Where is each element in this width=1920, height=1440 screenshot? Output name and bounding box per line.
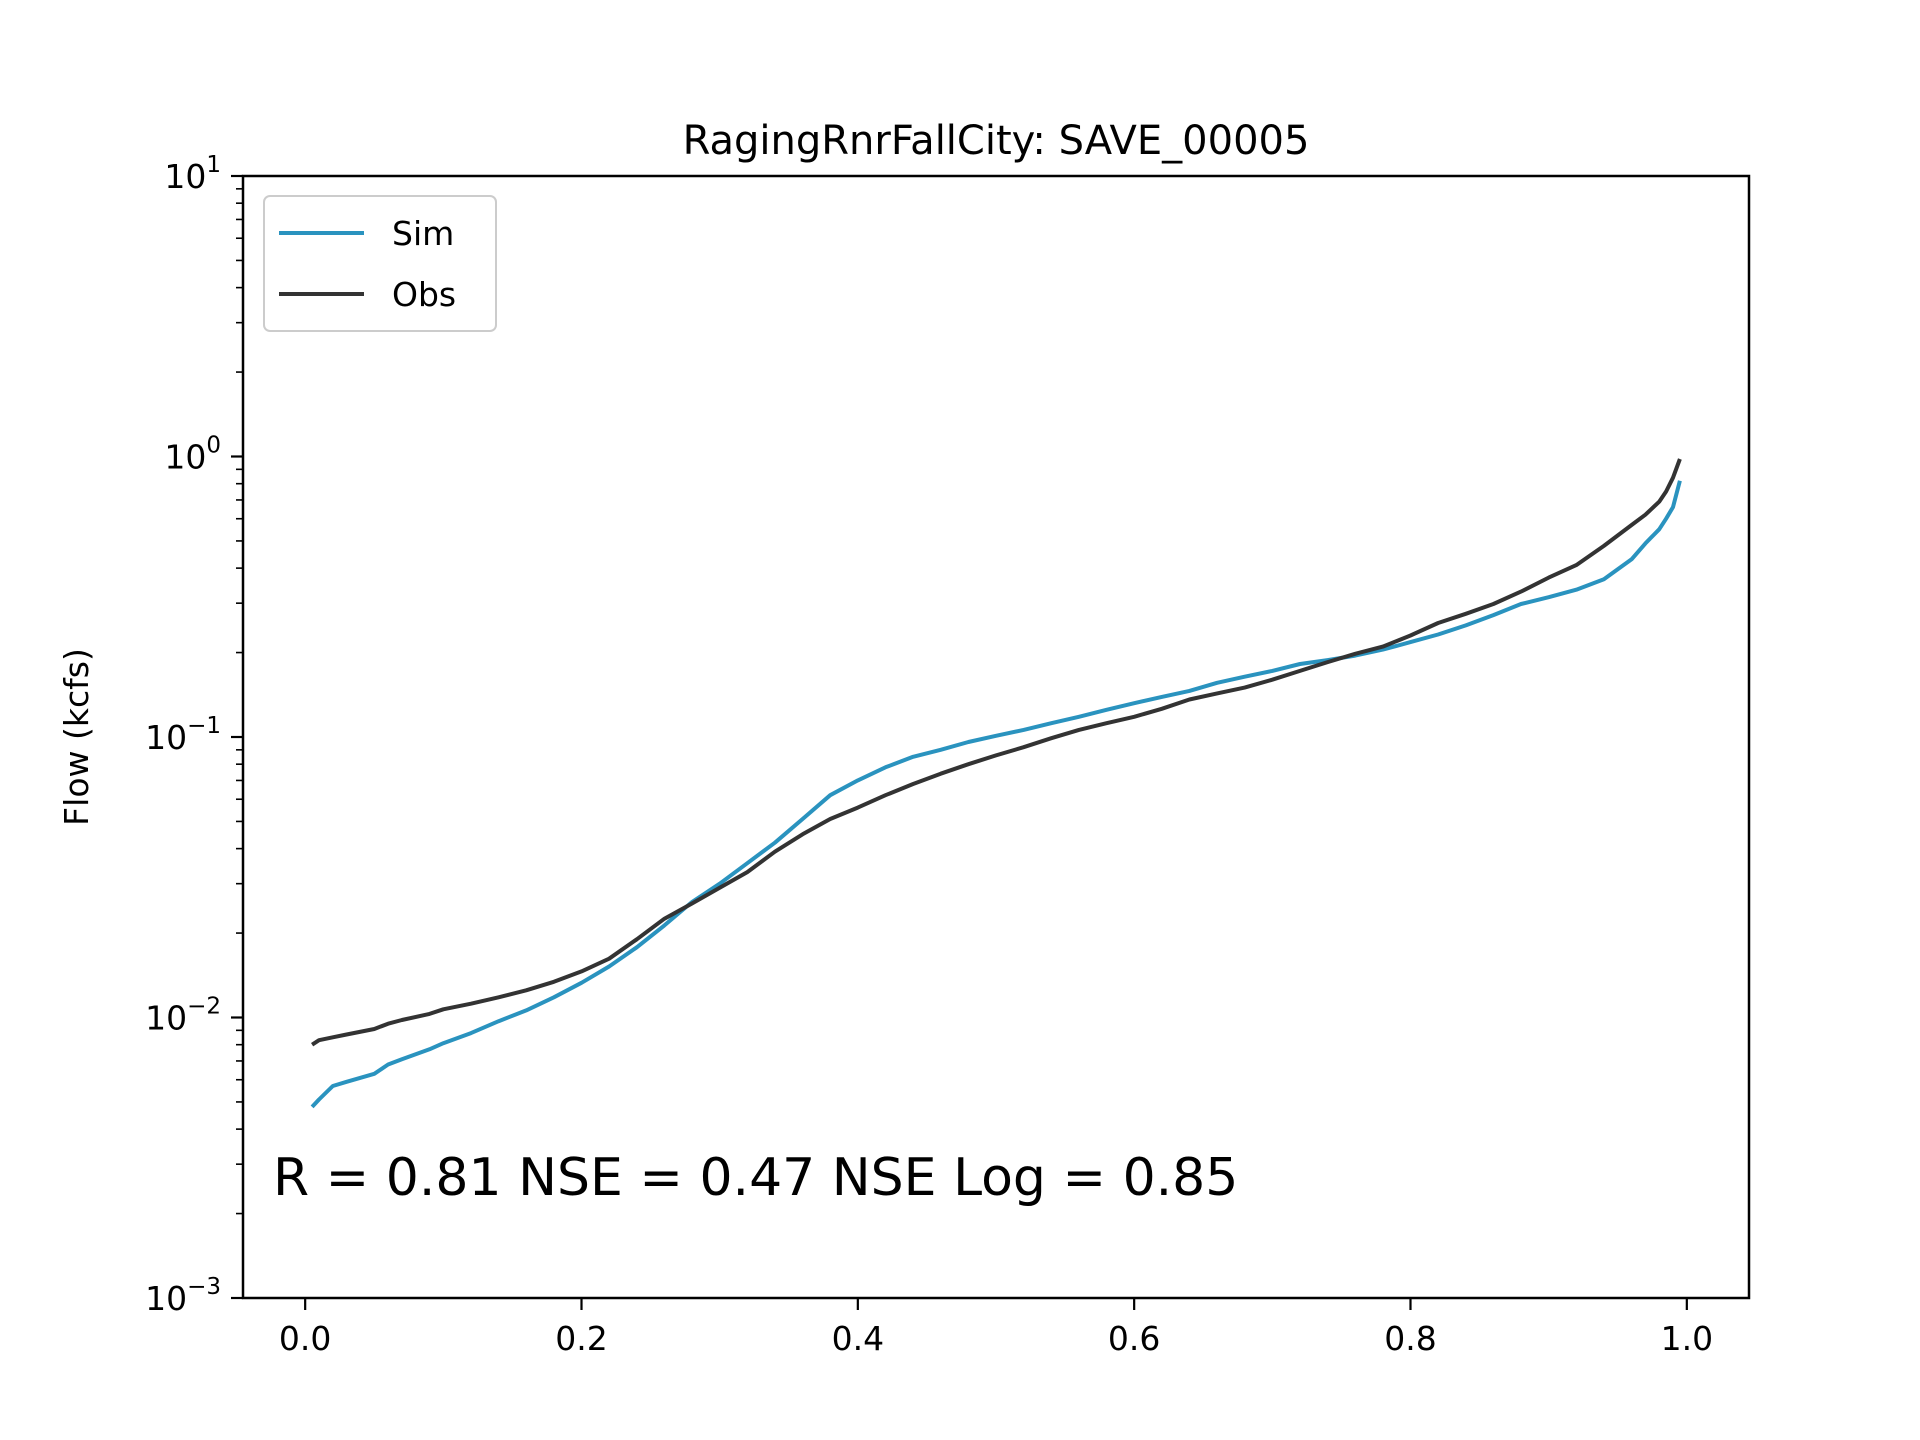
series-layer xyxy=(310,458,1682,1109)
y-tick-label: 100 xyxy=(164,433,221,477)
y-tick-label: 10−2 xyxy=(145,994,221,1038)
y-tick-label: 10−1 xyxy=(145,713,221,757)
legend-box xyxy=(263,195,497,332)
x-tick-label: 0.6 xyxy=(1108,1319,1160,1358)
y-axis-label: Flow (kcfs) xyxy=(57,648,96,826)
stats-annotation: R = 0.81 NSE = 0.47 NSE Log = 0.85 xyxy=(273,1148,1238,1208)
y-tick-label: 101 xyxy=(164,152,221,196)
y-tick-label: 10−3 xyxy=(145,1274,221,1318)
series-line-sim xyxy=(310,480,1682,1109)
x-tick-label: 1.0 xyxy=(1661,1319,1713,1358)
x-tick-label: 0.4 xyxy=(832,1319,884,1358)
legend-label-sim: Sim xyxy=(392,214,454,253)
ticks-layer: 0.0 0.2 0.4 0.6 0.8 1.0 10−3 10−2 10−1 100 101 xyxy=(145,152,1713,1358)
x-tick-label: 0.8 xyxy=(1384,1319,1436,1358)
x-tick-label: 0.2 xyxy=(555,1319,607,1358)
x-tick-label: 0.0 xyxy=(279,1319,331,1358)
series-line-obs xyxy=(311,458,1682,1047)
legend: Sim Obs xyxy=(263,195,497,332)
chart-title: RagingRnrFallCity: SAVE_00005 xyxy=(683,118,1310,164)
legend-label-obs: Obs xyxy=(392,275,456,314)
